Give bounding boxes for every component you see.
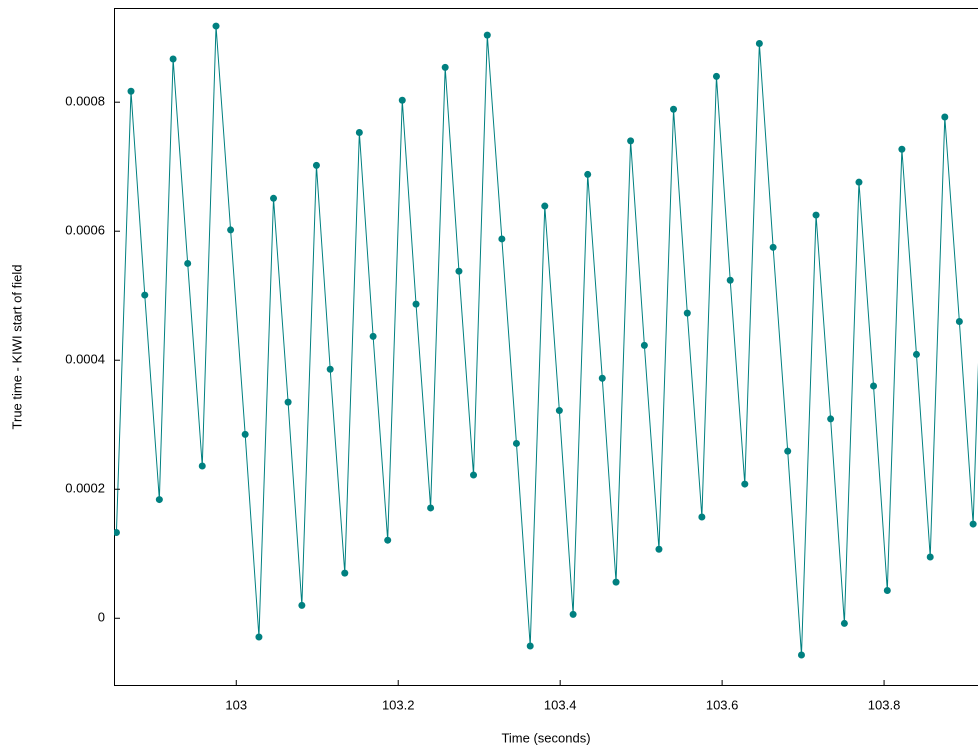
x-tick-label: 103.8 xyxy=(868,697,901,712)
point xyxy=(570,611,577,618)
point xyxy=(313,162,320,169)
point xyxy=(227,226,234,233)
y-tick-label: 0.0002 xyxy=(65,481,105,496)
x-tick-label: 103.2 xyxy=(382,697,415,712)
point xyxy=(813,212,820,219)
point xyxy=(442,64,449,71)
point xyxy=(770,244,777,251)
point xyxy=(556,407,563,414)
point xyxy=(270,195,277,202)
point xyxy=(941,114,948,121)
point xyxy=(141,292,148,299)
point xyxy=(484,32,491,39)
point xyxy=(470,472,477,479)
point xyxy=(713,73,720,80)
point xyxy=(613,579,620,586)
point xyxy=(527,643,534,650)
x-tick-label: 103.4 xyxy=(544,697,577,712)
point xyxy=(870,383,877,390)
point xyxy=(627,137,634,144)
plot-frame xyxy=(115,9,978,686)
point xyxy=(513,440,520,447)
point xyxy=(913,351,920,358)
point xyxy=(199,463,206,470)
point xyxy=(884,587,891,594)
point xyxy=(370,333,377,340)
x-axis-label: Time (seconds) xyxy=(501,730,590,745)
point xyxy=(798,652,805,659)
y-tick-label: 0.0004 xyxy=(65,352,105,367)
point xyxy=(128,88,135,95)
point xyxy=(855,179,862,186)
point xyxy=(655,546,662,553)
y-tick-label: 0 xyxy=(98,610,105,625)
point xyxy=(427,504,434,511)
point xyxy=(413,301,420,308)
point xyxy=(599,375,606,382)
point xyxy=(927,553,934,560)
series-line xyxy=(116,26,978,655)
point xyxy=(298,602,305,609)
point xyxy=(756,40,763,47)
y-tick-label: 0.0008 xyxy=(65,94,105,109)
plot-area xyxy=(113,23,978,659)
point xyxy=(170,55,177,62)
point xyxy=(841,620,848,627)
point xyxy=(498,235,505,242)
point xyxy=(784,448,791,455)
point xyxy=(184,260,191,267)
point xyxy=(698,513,705,520)
point xyxy=(156,496,163,503)
point xyxy=(285,399,292,406)
x-tick-label: 103 xyxy=(225,697,247,712)
point xyxy=(641,342,648,349)
point xyxy=(584,171,591,178)
point xyxy=(970,521,977,528)
x-tick-label: 103.6 xyxy=(706,697,739,712)
point xyxy=(827,415,834,422)
point xyxy=(341,570,348,577)
point xyxy=(384,537,391,544)
y-tick-label: 0.0006 xyxy=(65,223,105,238)
point xyxy=(670,106,677,113)
point xyxy=(113,529,120,536)
point xyxy=(455,268,462,275)
point xyxy=(741,481,748,488)
point xyxy=(541,203,548,210)
point xyxy=(898,146,905,153)
point xyxy=(213,23,220,30)
point xyxy=(242,431,249,438)
y-axis-label: True time - KIWI start of field xyxy=(9,265,24,430)
point xyxy=(684,310,691,317)
point xyxy=(727,277,734,284)
point xyxy=(327,366,334,373)
point xyxy=(356,129,363,136)
point xyxy=(255,633,262,640)
point xyxy=(399,97,406,104)
point xyxy=(956,318,963,325)
